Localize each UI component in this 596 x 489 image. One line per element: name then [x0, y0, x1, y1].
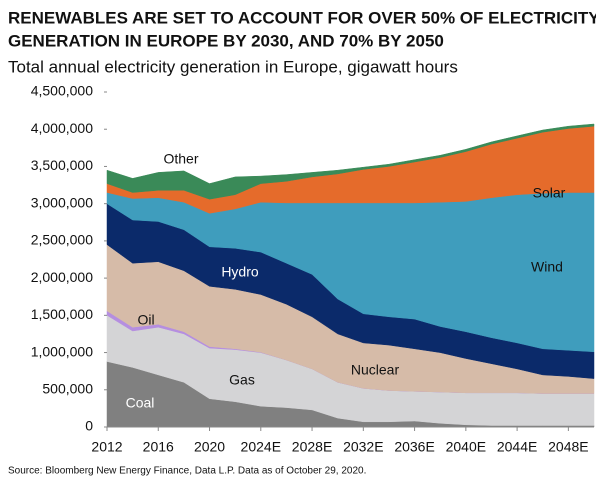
series-label: Wind [531, 259, 563, 275]
chart-subtitle: Total annual electricity generation in E… [8, 57, 458, 76]
area [106, 123, 595, 200]
source-note: Source: Bloomberg New Energy Finance, Da… [8, 466, 366, 477]
series-label: Hydro [221, 264, 259, 280]
y-tick-label: 4,000,000 [31, 120, 93, 136]
x-tick-label: 2012 [91, 439, 122, 455]
y-tick-label: 2,500,000 [31, 232, 93, 248]
chart-title: RENEWABLES ARE SET TO ACCOUNT FOR OVER 5… [8, 8, 596, 27]
y-tick-label: 3,500,000 [31, 157, 93, 173]
x-tick-label: 2044E [497, 439, 537, 455]
y-tick-label: 2,000,000 [31, 269, 93, 285]
x-tick-label: 2020 [194, 439, 225, 455]
x-tick-label: 2048E [548, 439, 588, 455]
y-tick-label: 500,000 [42, 380, 93, 396]
x-tick-label: 2040E [446, 439, 486, 455]
series-label: Solar [533, 185, 566, 201]
y-tick-label: 1,000,000 [31, 343, 93, 359]
y-tick-label: 0 [85, 418, 93, 434]
chart-title: GENERATION IN EUROPE BY 2030, AND 70% BY… [8, 31, 444, 50]
y-tick-label: 3,000,000 [31, 194, 93, 210]
x-tick-label: 2032E [343, 439, 383, 455]
series-label: Gas [229, 372, 255, 388]
series-label: Coal [126, 395, 155, 411]
series-label: Other [163, 151, 198, 167]
x-tick-label: 2028E [292, 439, 332, 455]
x-tick-label: 2036E [394, 439, 434, 455]
series-label: Oil [137, 312, 154, 328]
y-tick-label: 1,500,000 [31, 306, 93, 322]
x-tick-label: 2016 [143, 439, 174, 455]
x-tick-label: 2024E [241, 439, 281, 455]
series-label: Nuclear [351, 362, 400, 378]
y-tick-label: 4,500,000 [31, 83, 93, 99]
